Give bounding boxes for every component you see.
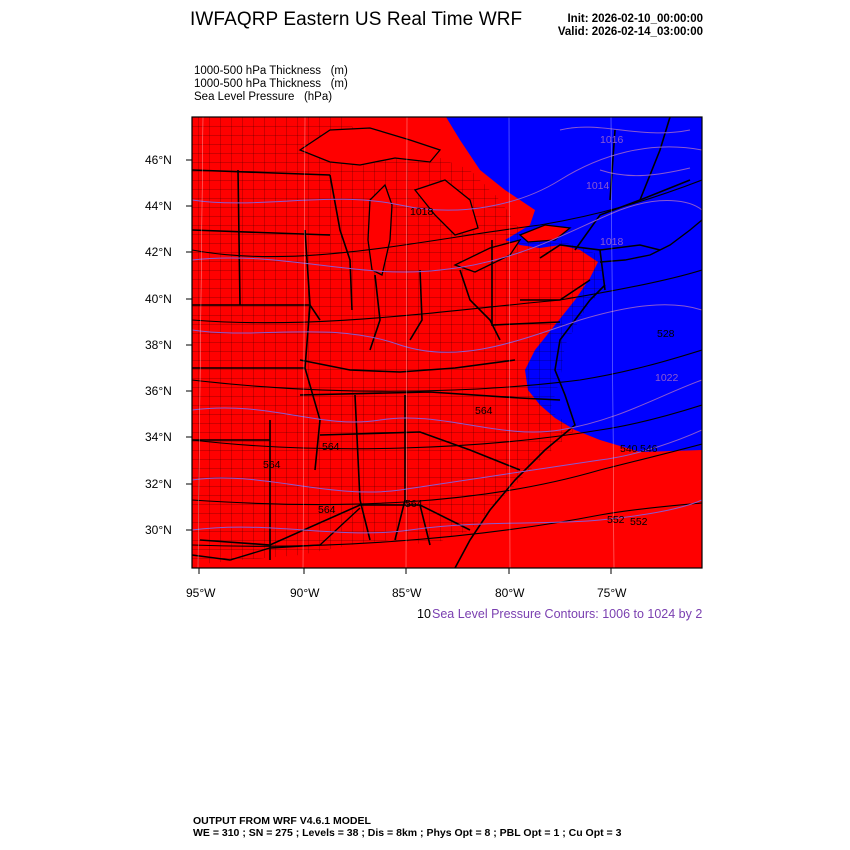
pressure-label: 1022	[655, 372, 679, 384]
lat-label: 44°N	[145, 199, 172, 213]
pressure-label: 1018	[600, 236, 624, 248]
plot-frame	[191, 116, 703, 569]
gulf-coastline	[192, 507, 361, 561]
init-time: Init: 2026-02-10_00:00:00	[567, 13, 703, 25]
thickness-label: 564	[263, 459, 281, 471]
model-info-footer: OUTPUT FROM WRF V4.6.1 MODEL WE = 310 ; …	[193, 815, 621, 839]
thickness-label: 540	[620, 443, 638, 455]
contour-label-group: 1016 1014 1018 1018 1022 528 564 564 564…	[263, 134, 679, 528]
coastline	[454, 284, 606, 568]
lat-label: 30°N	[145, 523, 172, 537]
lon-label: 80°W	[495, 586, 525, 600]
lat-label: 42°N	[145, 245, 172, 259]
lon-label: 75°W	[597, 586, 627, 600]
county-boundaries	[192, 117, 605, 565]
northeast-coastline	[599, 219, 702, 263]
lake-superior	[298, 127, 442, 166]
slp-caption-prefix: 10	[417, 607, 431, 621]
slp-contour-caption: Sea Level Pressure Contours: 1006 to 102…	[432, 607, 703, 621]
time-info: Init: 2026-02-10_00:00:00 Valid: 2026-02…	[558, 13, 703, 39]
lake-erie	[453, 238, 522, 273]
lake-huron	[413, 179, 479, 236]
thickness-label: 564	[475, 405, 493, 417]
thickness-label: 564	[318, 504, 336, 516]
valid-time: Valid: 2026-02-14_03:00:00	[557, 26, 703, 38]
thickness-label: 546	[640, 443, 658, 455]
great-lakes	[298, 127, 572, 276]
thickness-label: 552	[607, 514, 625, 526]
lat-label: 46°N	[145, 153, 172, 167]
thickness-contours	[192, 179, 702, 547]
lat-label: 36°N	[145, 384, 172, 398]
thickness-label: 564	[322, 441, 340, 453]
lat-label: 32°N	[145, 477, 172, 491]
thickness-label: 528	[657, 328, 675, 340]
model-version: OUTPUT FROM WRF V4.6.1 MODEL	[193, 815, 371, 827]
lat-label: 38°N	[145, 338, 172, 352]
thickness-label: 552	[630, 516, 648, 528]
lon-label: 90°W	[290, 586, 320, 600]
graticule	[197, 117, 615, 568]
pressure-label: 1018	[410, 206, 434, 218]
field-legend: 1000-500 hPa Thickness (m) 1000-500 hPa …	[194, 65, 348, 104]
pressure-contours	[192, 126, 702, 534]
map-plot-area: 1016 1014 1018 1018 1022 528 564 564 564…	[192, 117, 702, 568]
field-thickness-1: 1000-500 hPa Thickness (m)	[194, 65, 348, 77]
latitude-axis: 46°N 44°N 42°N 40°N 38°N 36°N 34°N 32°N …	[145, 153, 192, 537]
pressure-label: 1014	[586, 180, 610, 192]
field-thickness-2: 1000-500 hPa Thickness (m)	[194, 78, 348, 90]
lat-label: 34°N	[145, 430, 172, 444]
lon-label: 95°W	[186, 586, 216, 600]
lat-label: 40°N	[145, 292, 172, 306]
lon-label: 85°W	[392, 586, 422, 600]
lake-michigan	[367, 183, 393, 276]
thickness-label: 564	[405, 498, 423, 510]
pressure-label: 1016	[600, 134, 624, 146]
model-config: WE = 310 ; SN = 275 ; Levels = 38 ; Dis …	[193, 827, 622, 839]
map-title: IWFAQRP Eastern US Real Time WRF	[190, 9, 523, 30]
longitude-axis: 95°W 90°W 85°W 80°W 75°W	[186, 568, 627, 600]
field-slp: Sea Level Pressure (hPa)	[194, 91, 333, 103]
